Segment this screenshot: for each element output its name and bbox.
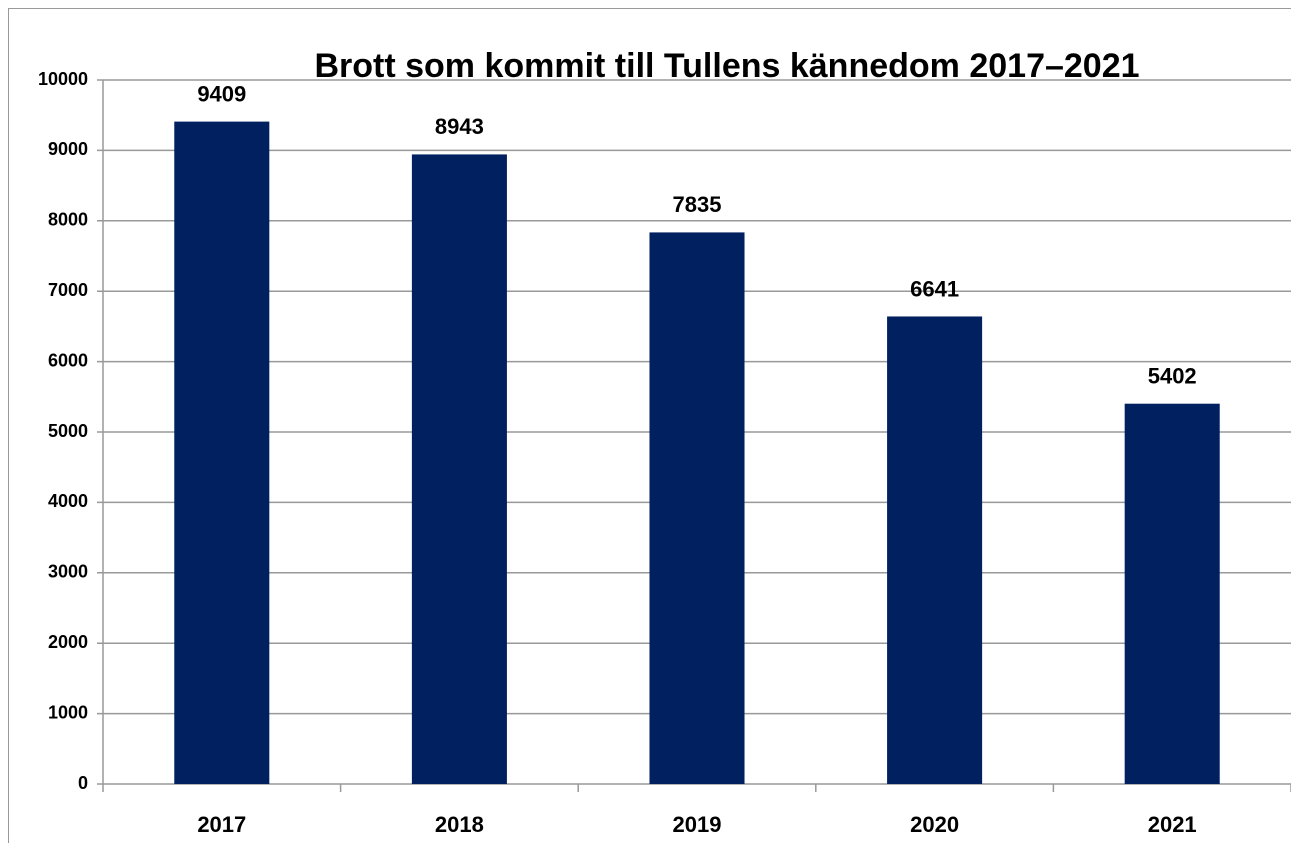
y-tick-label: 6000 — [48, 350, 88, 370]
y-tick-label: 1000 — [48, 702, 88, 722]
y-tick-label: 10000 — [38, 69, 88, 89]
x-tick-label: 2018 — [435, 812, 484, 837]
x-tick-label: 2019 — [673, 812, 722, 837]
y-tick-label: 8000 — [48, 210, 88, 230]
data-label: 6641 — [910, 276, 959, 301]
bar — [174, 121, 270, 785]
chart-title: Brott som kommit till Tullens kännedom 2… — [314, 47, 1139, 85]
bar — [887, 316, 983, 784]
bar — [1124, 403, 1220, 784]
x-tick-label: 2021 — [1148, 812, 1197, 837]
data-label: 8943 — [435, 114, 484, 139]
y-tick-label: 7000 — [48, 280, 88, 300]
y-tick-label: 3000 — [48, 562, 88, 582]
y-tick-label: 0 — [78, 773, 88, 793]
data-label: 9409 — [197, 81, 246, 106]
data-label: 5402 — [1148, 364, 1197, 389]
bar — [649, 232, 745, 784]
chart-frame — [8, 8, 1291, 843]
y-tick-label: 9000 — [48, 139, 88, 159]
x-tick-label: 2017 — [197, 812, 246, 837]
y-tick-label: 2000 — [48, 632, 88, 652]
bar — [411, 154, 507, 785]
data-label: 7835 — [673, 192, 722, 217]
x-tick-label: 2020 — [910, 812, 959, 837]
y-tick-label: 5000 — [48, 421, 88, 441]
y-tick-label: 4000 — [48, 491, 88, 511]
